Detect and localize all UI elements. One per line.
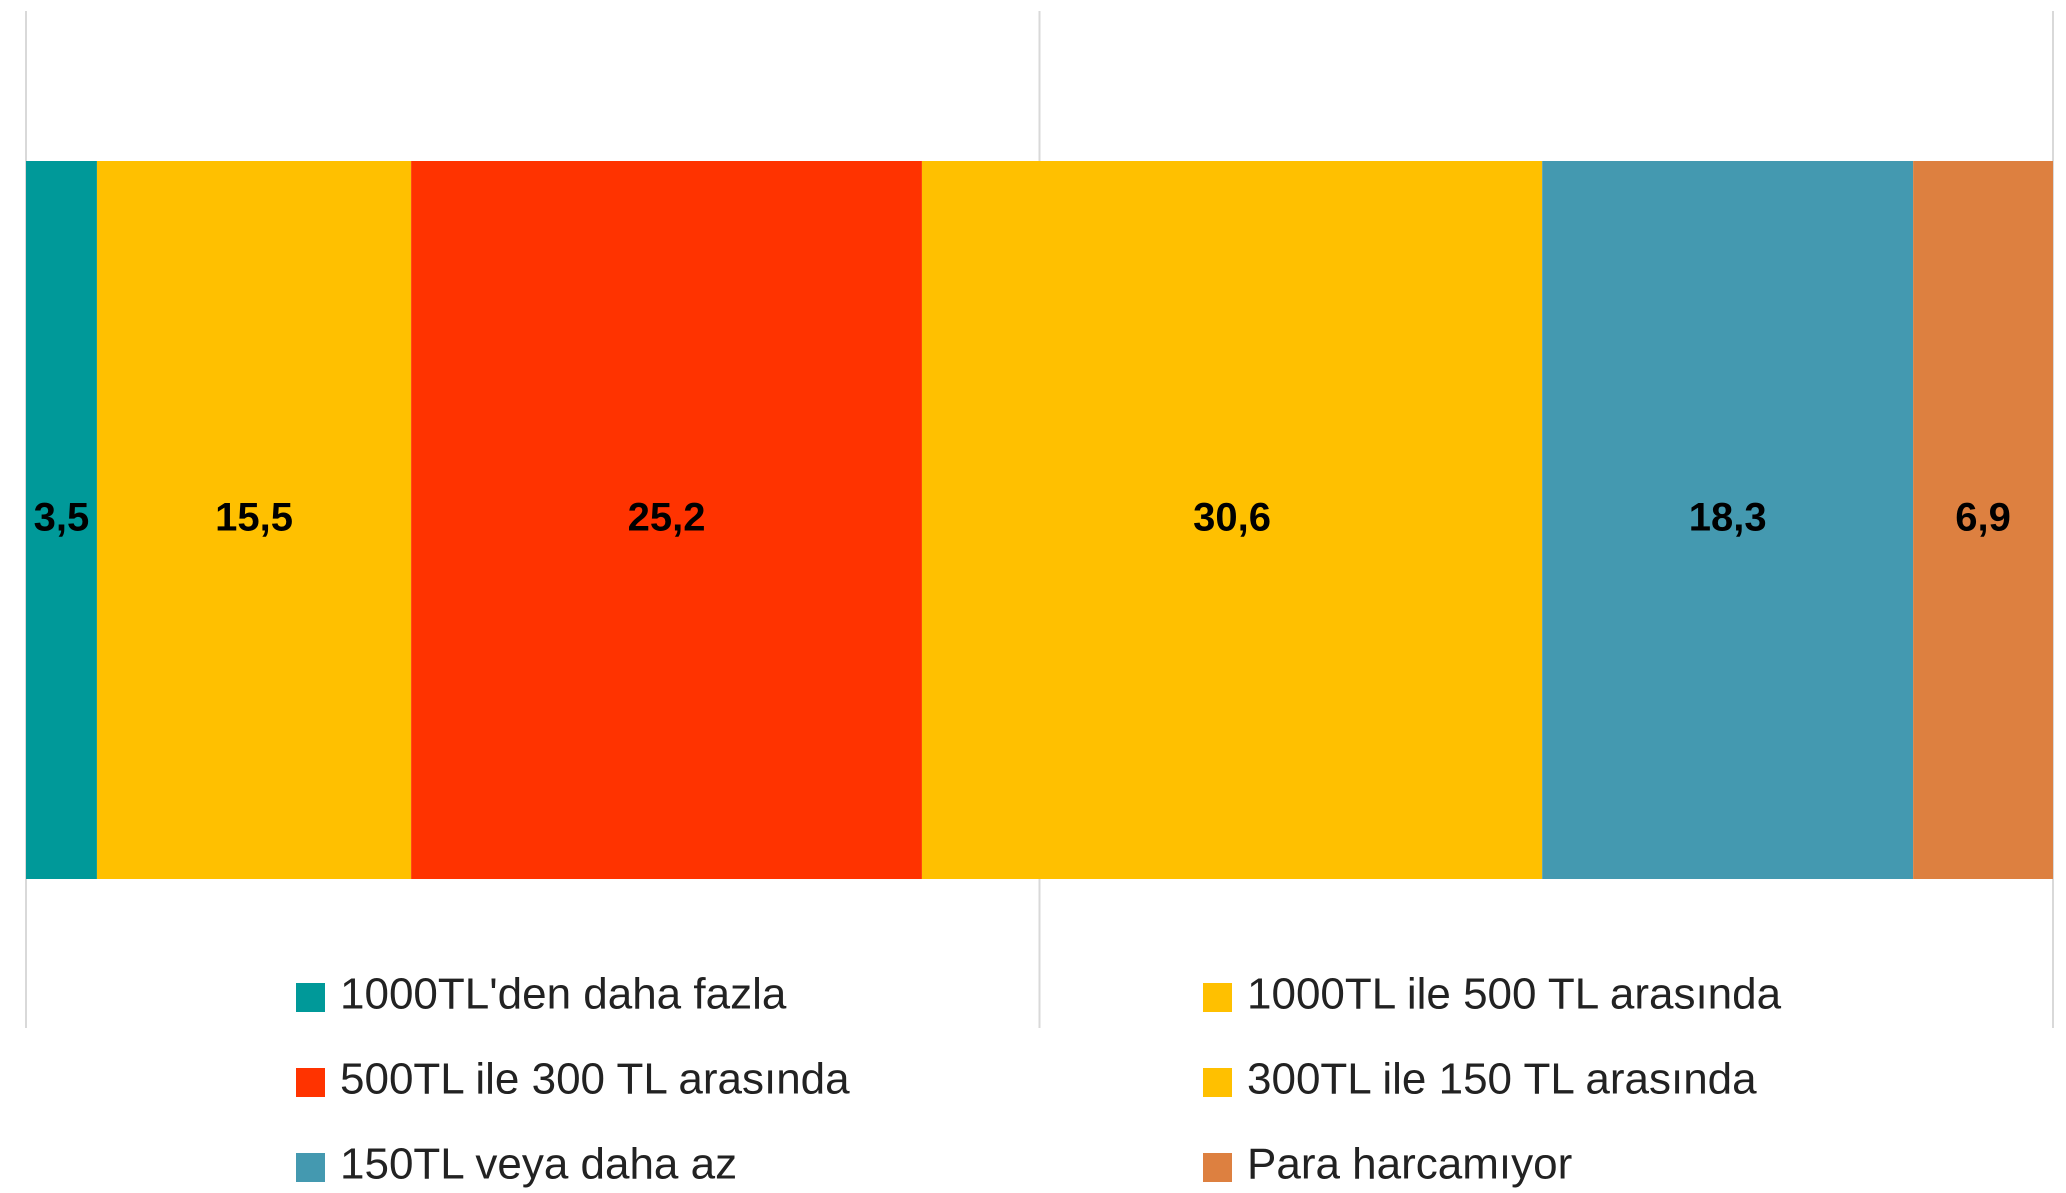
data-label: 25,2 <box>628 496 706 540</box>
legend-swatch <box>1203 983 1232 1012</box>
data-label: 30,6 <box>1193 496 1271 540</box>
legend-swatch <box>1203 1068 1232 1097</box>
legend-swatch <box>296 1068 325 1097</box>
bar-segment <box>1913 161 2053 879</box>
data-label: 3,5 <box>34 496 90 540</box>
legend-label: 1000TL ile 500 TL arasında <box>1247 970 1782 1019</box>
legend-swatch <box>296 1153 325 1182</box>
bar-segment <box>26 161 97 879</box>
bar-segment <box>96 161 412 879</box>
legend-swatch <box>1203 1153 1232 1182</box>
legend-label: 150TL veya daha az <box>340 1140 737 1189</box>
data-label: 18,3 <box>1689 496 1767 540</box>
legend-label: 500TL ile 300 TL arasında <box>340 1055 850 1104</box>
legend-swatch <box>296 983 325 1012</box>
bar-segment <box>921 161 1543 879</box>
legend-label: 300TL ile 150 TL arasında <box>1247 1055 1757 1104</box>
bar-segment <box>1542 161 1914 879</box>
data-label: 15,5 <box>215 496 293 540</box>
legend-label: Para harcamıyor <box>1247 1140 1572 1189</box>
data-label: 6,9 <box>1955 496 2011 540</box>
bar-segment <box>411 161 922 879</box>
legend-label: 1000TL'den daha fazla <box>340 970 787 1019</box>
